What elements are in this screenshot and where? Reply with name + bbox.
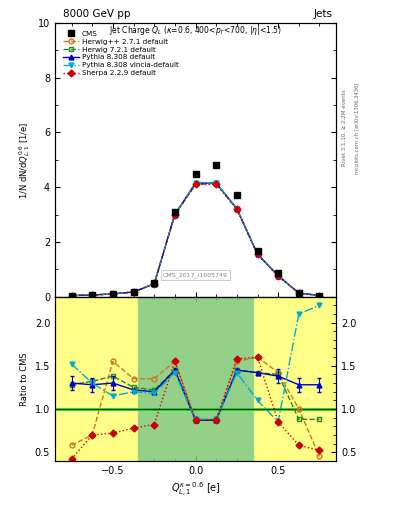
Bar [55, 296, 138, 461]
Y-axis label: 1/N dN/d$Q^{0.6}_{L,1}$ [1/e]: 1/N dN/d$Q^{0.6}_{L,1}$ [1/e] [18, 121, 32, 199]
Pythia 8.308 default [317, 292, 322, 298]
CMS [110, 291, 115, 297]
Pythia 8.308 default [90, 292, 95, 298]
Pythia 8.308 default [276, 272, 281, 279]
CMS [276, 270, 281, 276]
CMS [255, 248, 260, 254]
Text: Jet Charge $Q_L$ ($\kappa$=0.6, 400<$p_T$<700, |$\eta$|<1.5): Jet Charge $Q_L$ ($\kappa$=0.6, 400<$p_T… [109, 25, 282, 37]
Pythia 8.308 vincia-default [296, 290, 301, 296]
Herwig++ 2.7.1 default [296, 290, 301, 296]
Sherpa 2.2.9 default [152, 281, 156, 287]
Herwig++ 2.7.1 default [110, 291, 115, 297]
CMS [173, 209, 177, 215]
Pythia 8.308 default [173, 211, 177, 218]
Bar [55, 296, 336, 461]
Y-axis label: Ratio to CMS: Ratio to CMS [20, 352, 29, 406]
Pythia 8.308 default [193, 180, 198, 186]
Bar [253, 296, 336, 461]
Herwig 7.2.1 default [276, 273, 281, 279]
Pythia 8.308 default [152, 281, 156, 287]
Herwig++ 2.7.1 default [214, 180, 219, 186]
Pythia 8.308 vincia-default [193, 180, 198, 186]
CMS [235, 193, 239, 199]
Herwig++ 2.7.1 default [69, 292, 74, 298]
Pythia 8.308 default [235, 205, 239, 211]
Line: Herwig 7.2.1 default: Herwig 7.2.1 default [69, 181, 322, 298]
CMS [214, 162, 219, 168]
CMS [90, 292, 95, 298]
CMS [193, 170, 198, 177]
Herwig++ 2.7.1 default [255, 251, 260, 258]
Pythia 8.308 vincia-default [235, 205, 239, 211]
Herwig 7.2.1 default [255, 251, 260, 258]
Herwig++ 2.7.1 default [90, 292, 95, 298]
Pythia 8.308 default [214, 180, 219, 186]
Herwig 7.2.1 default [152, 281, 156, 287]
CMS [152, 280, 156, 286]
Pythia 8.308 vincia-default [276, 272, 281, 279]
Line: CMS: CMS [69, 162, 322, 298]
Sherpa 2.2.9 default [90, 292, 95, 298]
CMS [296, 289, 301, 295]
Pythia 8.308 vincia-default [152, 281, 156, 287]
Sherpa 2.2.9 default [255, 251, 260, 258]
Herwig 7.2.1 default [296, 290, 301, 296]
Pythia 8.308 vincia-default [317, 292, 322, 298]
Herwig 7.2.1 default [173, 211, 177, 218]
CMS [69, 292, 74, 298]
Sherpa 2.2.9 default [276, 273, 281, 279]
X-axis label: $Q^{\kappa=0.6}_{L,1}$ [e]: $Q^{\kappa=0.6}_{L,1}$ [e] [171, 481, 220, 499]
Herwig++ 2.7.1 default [235, 206, 239, 212]
Pythia 8.308 default [110, 291, 115, 297]
Herwig 7.2.1 default [131, 289, 136, 295]
Herwig 7.2.1 default [214, 180, 219, 186]
Bar [55, 296, 336, 461]
Herwig 7.2.1 default [90, 292, 95, 298]
Pythia 8.308 vincia-default [214, 180, 219, 186]
Herwig++ 2.7.1 default [317, 292, 322, 298]
Text: Rivet 3.1.10, ≥ 2.2M events: Rivet 3.1.10, ≥ 2.2M events [342, 90, 347, 166]
Pythia 8.308 vincia-default [173, 211, 177, 218]
Line: Sherpa 2.2.9 default: Sherpa 2.2.9 default [69, 182, 322, 298]
Text: Jets: Jets [313, 9, 332, 19]
Herwig++ 2.7.1 default [276, 273, 281, 279]
Text: mcplots.cern.ch [arXiv:1306.3436]: mcplots.cern.ch [arXiv:1306.3436] [355, 82, 360, 174]
Herwig 7.2.1 default [69, 292, 74, 298]
Sherpa 2.2.9 default [235, 206, 239, 212]
Line: Pythia 8.308 default: Pythia 8.308 default [69, 181, 322, 298]
Herwig++ 2.7.1 default [173, 211, 177, 218]
Herwig 7.2.1 default [193, 181, 198, 187]
Pythia 8.308 vincia-default [255, 251, 260, 258]
CMS [317, 292, 322, 298]
Sherpa 2.2.9 default [193, 181, 198, 187]
Line: Herwig++ 2.7.1 default: Herwig++ 2.7.1 default [69, 181, 322, 298]
Sherpa 2.2.9 default [173, 211, 177, 218]
Pythia 8.308 vincia-default [69, 292, 74, 298]
Text: 8000 GeV pp: 8000 GeV pp [63, 9, 130, 19]
Herwig 7.2.1 default [110, 291, 115, 297]
Pythia 8.308 vincia-default [110, 291, 115, 297]
Pythia 8.308 default [296, 290, 301, 296]
Text: CMS_2017_I1605749: CMS_2017_I1605749 [163, 272, 228, 278]
Herwig++ 2.7.1 default [193, 181, 198, 187]
Herwig++ 2.7.1 default [131, 289, 136, 295]
CMS [131, 289, 136, 295]
Herwig 7.2.1 default [235, 206, 239, 212]
Pythia 8.308 vincia-default [131, 289, 136, 295]
Bar [138, 296, 253, 461]
Herwig++ 2.7.1 default [152, 281, 156, 287]
Pythia 8.308 default [131, 289, 136, 295]
Legend: CMS, Herwig++ 2.7.1 default, Herwig 7.2.1 default, Pythia 8.308 default, Pythia : CMS, Herwig++ 2.7.1 default, Herwig 7.2.… [61, 29, 180, 78]
Herwig 7.2.1 default [317, 292, 322, 298]
Sherpa 2.2.9 default [214, 181, 219, 187]
Sherpa 2.2.9 default [69, 292, 74, 298]
Pythia 8.308 vincia-default [90, 292, 95, 298]
Sherpa 2.2.9 default [296, 290, 301, 296]
Line: Pythia 8.308 vincia-default: Pythia 8.308 vincia-default [69, 181, 322, 298]
Sherpa 2.2.9 default [317, 292, 322, 298]
Sherpa 2.2.9 default [131, 289, 136, 295]
Pythia 8.308 default [69, 292, 74, 298]
Sherpa 2.2.9 default [110, 291, 115, 297]
Pythia 8.308 default [255, 251, 260, 258]
